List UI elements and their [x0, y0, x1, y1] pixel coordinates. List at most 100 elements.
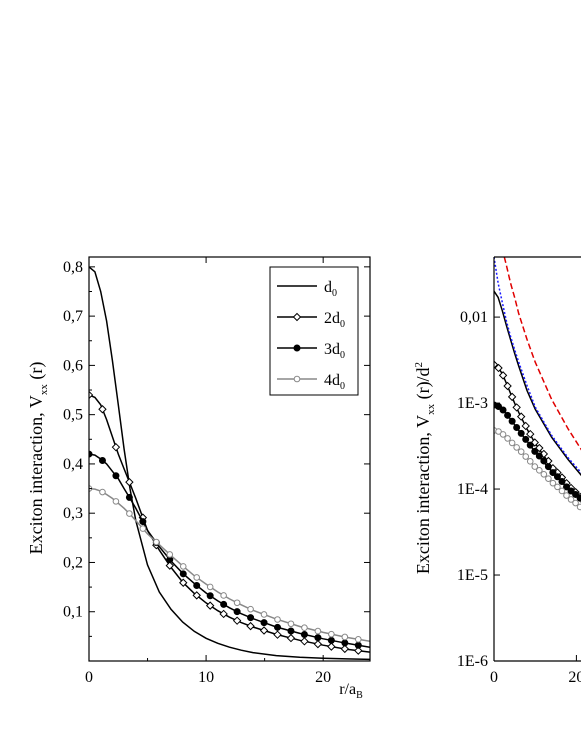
data-point	[293, 375, 301, 383]
y-tick-label: 0,2	[63, 554, 83, 571]
series-line	[494, 290, 581, 477]
data-point	[247, 614, 255, 622]
data-point	[232, 616, 242, 625]
data-point	[517, 448, 525, 455]
data-point	[233, 608, 241, 616]
y-tick-label: 0,4	[63, 456, 83, 473]
data-point	[341, 633, 349, 641]
data-point	[112, 498, 120, 505]
label-part: xx	[425, 403, 437, 415]
series-1	[89, 266, 370, 661]
data-point	[572, 490, 580, 498]
series-4	[89, 485, 370, 643]
y-tick-label: 0,7	[63, 308, 83, 325]
legend-label: d0	[324, 279, 337, 299]
legend-item: 4d0	[277, 372, 345, 392]
data-point	[531, 447, 539, 455]
legend-label: 2d0	[324, 310, 345, 330]
label-part: r/a	[339, 681, 356, 698]
label-part: B	[356, 690, 363, 701]
data-point	[246, 621, 255, 631]
label-part: 0	[340, 381, 345, 392]
data-point	[300, 637, 309, 646]
series-6	[494, 427, 581, 511]
data-point	[576, 503, 581, 511]
data-point	[205, 601, 215, 610]
data-point	[563, 483, 571, 491]
y-tick-label: 1E-6	[457, 653, 488, 670]
data-point	[508, 439, 516, 447]
data-point	[219, 609, 228, 619]
data-point	[535, 452, 543, 460]
series-line	[494, 257, 581, 474]
data-point	[165, 561, 174, 570]
legend-label: 3d0	[324, 341, 345, 361]
legend-label: 4d0	[324, 372, 345, 392]
x-axis-label: r/aB	[339, 681, 363, 701]
data-point	[544, 463, 552, 471]
data-point	[286, 633, 296, 643]
y-tick-label: 1E-5	[457, 567, 488, 584]
data-point	[549, 479, 557, 487]
series-4	[494, 360, 581, 503]
data-point	[193, 582, 201, 590]
data-point	[545, 475, 552, 482]
series-group	[494, 257, 581, 511]
data-point	[540, 457, 548, 465]
y-axis-label: Exciton interaction, Vxx (r)	[26, 362, 50, 555]
legend-item: d0	[277, 279, 337, 299]
x-tick-label: 0	[490, 669, 498, 686]
data-point	[206, 583, 214, 591]
x-tick-label: 20	[315, 669, 331, 686]
data-point	[536, 467, 543, 474]
label-part: Exciton interaction, V	[26, 395, 46, 554]
data-point	[554, 483, 561, 491]
data-point	[494, 363, 503, 373]
data-point	[179, 563, 187, 570]
data-point	[125, 477, 134, 487]
data-point	[314, 627, 322, 635]
data-point	[522, 435, 530, 443]
data-point	[521, 421, 530, 431]
left-panel: 0 10 20 0,1 0,2 0,3 0,4 0,5 0,6 0,7 0,8 r/aB Exciton…	[26, 256, 371, 701]
plot-frame	[88, 256, 371, 662]
data-point	[206, 592, 214, 600]
data-point	[300, 630, 308, 638]
legend: d0 2d0 3d0 4d0	[269, 266, 359, 396]
data-point	[499, 431, 507, 438]
series-2	[89, 390, 370, 655]
y-tick-label: 0,5	[63, 407, 83, 424]
data-point	[504, 411, 512, 419]
label-part: 4d	[324, 372, 340, 389]
data-point	[354, 646, 363, 655]
data-point	[179, 578, 188, 587]
data-point	[139, 518, 147, 526]
label-part: (r)	[26, 362, 47, 384]
data-point	[287, 620, 295, 628]
data-point	[513, 444, 520, 451]
data-point	[301, 624, 308, 631]
data-point	[526, 429, 535, 439]
data-point	[498, 371, 508, 380]
data-point	[98, 456, 106, 464]
data-point	[293, 344, 301, 352]
data-point	[274, 616, 281, 623]
data-point	[340, 644, 350, 654]
data-point	[327, 642, 336, 651]
y-tick-label: 0,01	[460, 309, 488, 326]
series-2	[494, 257, 581, 474]
data-point	[507, 392, 517, 402]
label-part: xx	[38, 384, 50, 396]
data-point	[89, 450, 93, 458]
y-tick-label: 0,8	[63, 259, 83, 276]
data-point	[341, 639, 349, 647]
y-tick-label: 0,3	[63, 505, 83, 522]
series-line	[89, 394, 370, 653]
data-point	[220, 592, 227, 599]
data-point	[273, 630, 282, 639]
data-point	[526, 441, 534, 449]
data-point	[553, 473, 561, 481]
data-point	[354, 636, 362, 643]
data-point	[572, 499, 579, 507]
